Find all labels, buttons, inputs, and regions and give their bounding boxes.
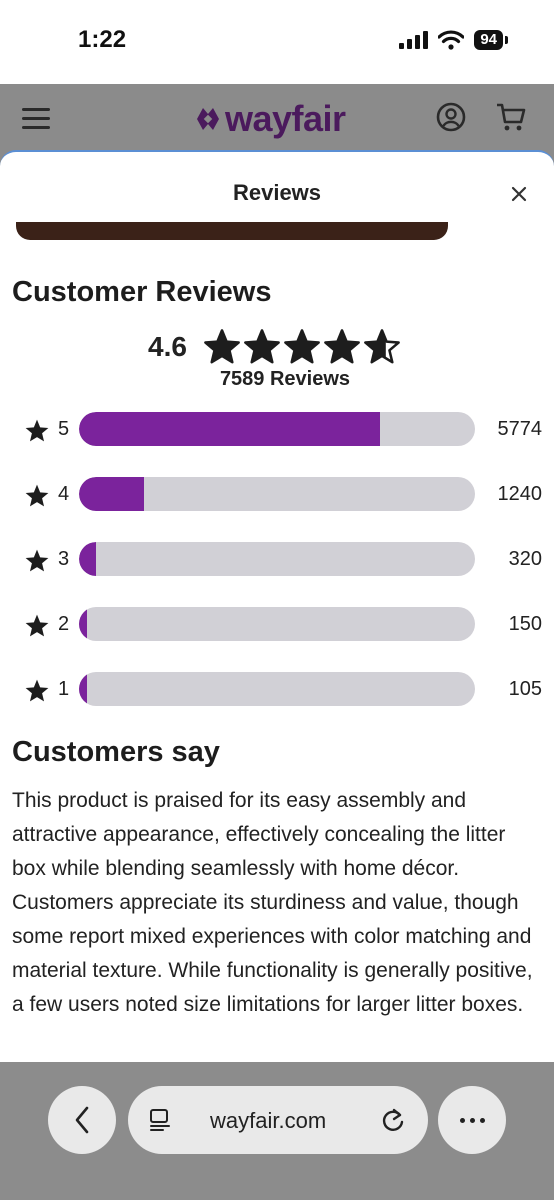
customers-say-heading: Customers say xyxy=(12,736,220,768)
battery-level: 94 xyxy=(474,30,503,50)
star-icon xyxy=(25,484,49,507)
wifi-icon xyxy=(438,30,465,50)
cellular-signal-icon xyxy=(399,31,429,49)
reviews-sheet: Reviews Customer Reviews 4.6 7589 Review… xyxy=(0,150,554,1062)
more-options-button[interactable] xyxy=(438,1086,506,1154)
more-dot-icon xyxy=(459,1117,465,1123)
browser-toolbar: wayfair.com xyxy=(0,1062,554,1200)
histogram-star-label: 4 xyxy=(58,483,70,505)
rating-stars xyxy=(203,328,401,366)
menu-icon[interactable] xyxy=(22,108,50,130)
star-filled-icon xyxy=(204,329,240,364)
histogram-bar-fill xyxy=(79,412,381,446)
histogram-row-4[interactable]: 4 1240 xyxy=(0,477,554,511)
cart-icon[interactable] xyxy=(495,102,527,132)
rating-value: 4.6 xyxy=(148,331,187,362)
customers-say-text: This product is praised for its easy ass… xyxy=(12,789,533,1016)
product-photo-strip[interactable] xyxy=(16,222,448,240)
star-icon xyxy=(25,549,49,572)
histogram-star-label: 3 xyxy=(58,548,70,570)
chevron-left-icon xyxy=(75,1106,89,1134)
sheet-title: Reviews xyxy=(232,180,322,205)
more-dot-icon xyxy=(469,1117,475,1123)
histogram-count: 5774 xyxy=(497,418,543,440)
histogram-bar-track xyxy=(79,412,475,446)
histogram-row-5[interactable]: 5 5774 xyxy=(0,412,554,446)
more-dot-icon xyxy=(479,1117,485,1123)
star-filled-icon xyxy=(284,329,320,364)
account-icon[interactable] xyxy=(436,102,466,132)
close-button[interactable] xyxy=(507,182,531,206)
wayfair-pinwheel-icon xyxy=(197,108,219,130)
histogram-bar-fill xyxy=(79,672,87,706)
histogram-row-3[interactable]: 3 320 xyxy=(0,542,554,576)
close-icon xyxy=(511,186,527,202)
star-filled-icon xyxy=(324,329,360,364)
url-text: wayfair.com xyxy=(210,1108,327,1133)
customer-reviews-heading: Customer Reviews xyxy=(12,276,272,308)
histogram-star-label: 5 xyxy=(58,418,70,440)
status-bar: 1:22 94 xyxy=(0,0,554,84)
histogram-bar-track xyxy=(79,672,475,706)
histogram-row-1[interactable]: 1 105 xyxy=(0,672,554,706)
star-icon xyxy=(25,679,49,702)
histogram-bar-fill xyxy=(79,542,96,576)
reload-icon[interactable] xyxy=(380,1106,406,1134)
status-icons: 94 xyxy=(399,30,508,50)
histogram-count: 105 xyxy=(508,678,542,700)
histogram-count: 150 xyxy=(508,613,542,635)
histogram-count: 320 xyxy=(508,548,542,570)
review-count[interactable]: 7589 Reviews xyxy=(219,368,351,390)
histogram-row-2[interactable]: 2 150 xyxy=(0,607,554,641)
star-half-icon xyxy=(364,329,400,364)
status-time: 1:22 xyxy=(78,26,127,53)
reader-mode-icon[interactable] xyxy=(148,1108,172,1132)
histogram-bar-fill xyxy=(79,477,144,511)
logo-text: wayfair xyxy=(225,98,346,139)
star-filled-icon xyxy=(244,329,280,364)
histogram-bar-track xyxy=(79,607,475,641)
rating-summary: 4.6 xyxy=(148,328,401,366)
wayfair-logo[interactable]: wayfair xyxy=(195,98,346,140)
battery-icon: 94 xyxy=(474,30,508,50)
address-bar[interactable]: wayfair.com xyxy=(128,1086,428,1154)
histogram-star-label: 1 xyxy=(58,678,70,700)
histogram-bar-fill xyxy=(79,607,87,641)
star-icon xyxy=(25,419,49,442)
histogram-bar-track xyxy=(79,477,475,511)
star-icon xyxy=(25,614,49,637)
histogram-bar-track xyxy=(79,542,475,576)
back-button[interactable] xyxy=(48,1086,116,1154)
histogram-star-label: 2 xyxy=(58,613,70,635)
histogram-count: 1240 xyxy=(497,483,543,505)
